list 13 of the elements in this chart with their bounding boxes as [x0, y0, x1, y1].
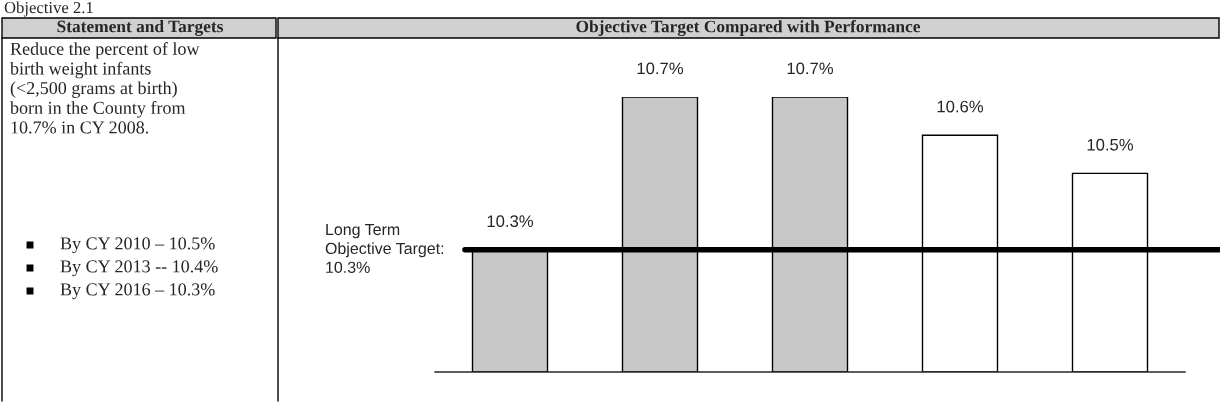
text: Objective Target Compared with Performance — [576, 19, 921, 37]
ref-line-label: Long Term Objective Target: 10.3% — [325, 223, 444, 274]
data-label: 10.7% — [787, 62, 834, 75]
text: By CY 2016 – 10.3% — [60, 283, 215, 300]
text: Statement and Targets — [57, 20, 224, 36]
text: By CY 2010 – 10.5% — [60, 237, 215, 254]
data-label: 10.6% — [937, 100, 984, 113]
data-label: 10.7% — [637, 62, 684, 75]
data-label: 10.3% — [487, 215, 534, 228]
text: By CY 2013 -- 10.4% — [60, 260, 218, 277]
data-label: 10.5% — [1087, 138, 1134, 151]
text: Reduce the percent of low birth weight infants (<2,500 grams at birth) born in the County from 10.7% in CY 2008. — [10, 42, 200, 134]
text: Objective 2.1 — [4, 1, 93, 17]
